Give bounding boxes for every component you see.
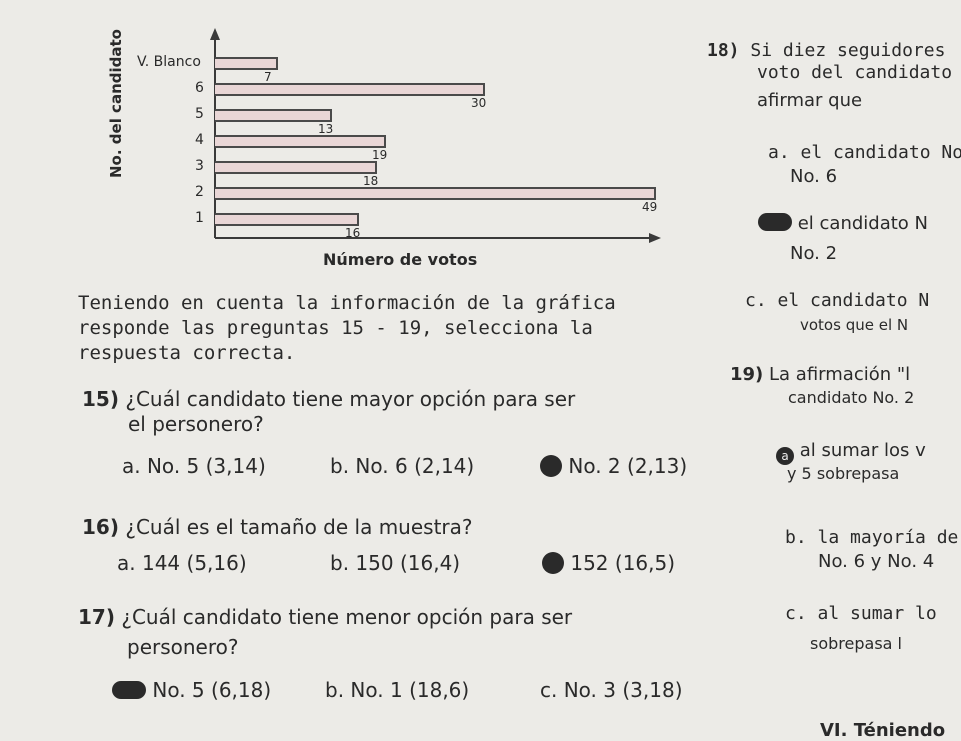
question-17-line-2: personero? [127,635,239,659]
bar-value-label: 30 [471,96,487,110]
vote-bar-chart: V. Blanco 7 6 30 5 13 4 19 3 18 2 49 1 16 No. del can… [95,28,665,278]
q18-option-c-line-2: votos que el N [800,316,909,334]
q18-option-b[interactable]: el candidato N [758,213,928,234]
q18-option-a-line-2: No. 6 [790,166,838,187]
category-label: 5 [195,106,204,122]
bar-value-label: 16 [345,226,361,240]
selected-mark-icon [540,455,562,477]
q17-option-b[interactable]: b. No. 1 (18,6) [325,678,470,702]
q19-option-b[interactable]: b. la mayoría de [785,527,959,548]
instructions-line-3: respuesta correcta. [78,342,296,364]
q15-option-c[interactable]: No. 2 (2,13) [540,454,687,478]
q19-option-a-line-2: y 5 sobrepasa [787,464,900,483]
category-label: V. Blanco [137,54,201,70]
question-16: 16) ¿Cuál es el tamaño de la muestra? [82,515,473,539]
q15-option-a[interactable]: a. No. 5 (3,14) [122,454,266,478]
bar [215,161,377,174]
question-19-line-2: candidato No. 2 [788,388,915,407]
q18-option-b-line-2: No. 2 [790,243,838,264]
bar-value-label: 18 [363,174,379,188]
q16-option-c[interactable]: 152 (16,5) [542,551,675,575]
question-18-line-3: afirmar que [757,90,863,111]
q16-option-a[interactable]: a. 144 (5,16) [117,551,247,575]
selected-mark-icon [112,681,146,699]
x-axis-title: Número de votos [323,250,478,269]
q17-option-c[interactable]: c. No. 3 (3,18) [540,678,683,702]
q15-option-b[interactable]: b. No. 6 (2,14) [330,454,475,478]
question-18-line-2: voto del candidato [757,62,953,83]
instructions-line-1: Teniendo en cuenta la información de la … [78,292,616,314]
section-heading: VI. Téniendo [820,720,946,741]
q18-option-a[interactable]: a. el candidato No [768,142,961,163]
category-label: 4 [195,132,204,148]
instructions-line-2: responde las preguntas 15 - 19, seleccio… [78,317,593,339]
question-19: 19) La afirmación "l [730,364,911,385]
bar [215,57,278,70]
q19-option-a[interactable]: a al sumar los v [776,440,926,465]
selected-mark-icon [542,552,564,574]
category-label: 6 [195,80,204,96]
question-18: 18) Si diez seguidores [707,40,946,61]
category-label: 2 [195,184,204,200]
q19-option-b-line-2: No. 6 y No. 4 [818,551,935,572]
bar [215,187,656,200]
q16-option-b[interactable]: b. 150 (16,4) [330,551,461,575]
bar-value-label: 49 [642,200,658,214]
selected-mark-icon [758,213,792,231]
bar [215,213,359,226]
q19-option-c[interactable]: c. al sumar lo [785,603,937,624]
question-15-line-2: el personero? [128,412,264,436]
bar [215,135,386,148]
selected-mark-icon: a [776,447,794,465]
bar [215,109,332,122]
bar-value-label: 13 [318,122,334,136]
q19-option-c-line-2: sobrepasa l [810,634,902,653]
question-15: 15) ¿Cuál candidato tiene mayor opción p… [82,387,576,411]
bar-value-label: 19 [372,148,388,162]
q17-option-a[interactable]: No. 5 (6,18) [112,678,271,702]
question-17: 17) ¿Cuál candidato tiene menor opción p… [78,605,573,629]
category-label: 1 [195,210,204,226]
category-label: 3 [195,158,204,174]
bar [215,83,485,96]
y-axis-title: No. del candidato [107,29,125,178]
q18-option-c[interactable]: c. el candidato N [745,290,930,311]
bar-value-label: 7 [264,70,272,84]
